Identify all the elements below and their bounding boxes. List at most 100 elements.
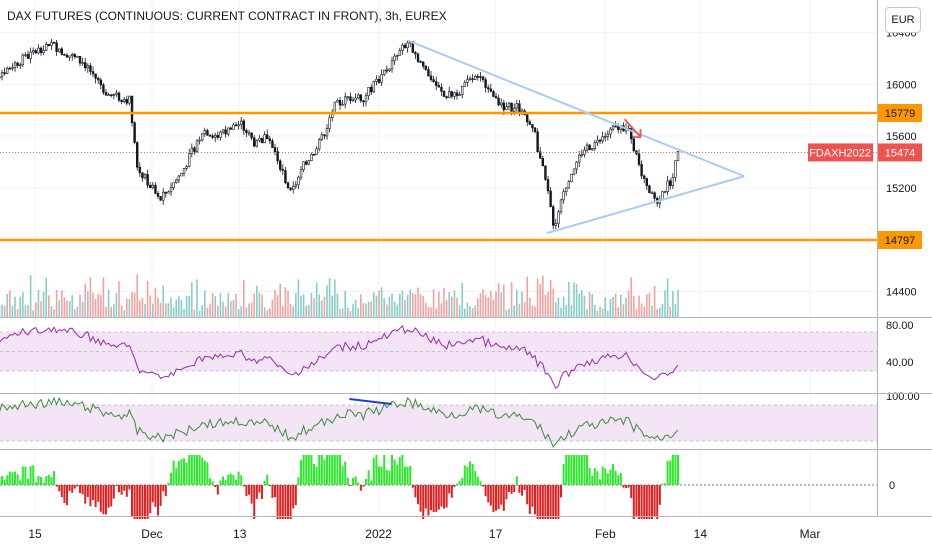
- histogram-bar: [362, 485, 365, 487]
- candle-body: [276, 151, 279, 162]
- volume-bar: [578, 293, 581, 317]
- candle-body: [97, 78, 100, 81]
- volume-bar: [378, 290, 380, 317]
- volume-bar: [193, 309, 196, 317]
- candle-body: [42, 50, 45, 53]
- histogram-bar: [388, 470, 391, 485]
- histogram-bar: [349, 485, 352, 486]
- candle-body: [32, 50, 35, 53]
- candle-body: [299, 169, 303, 178]
- histogram-bar: [638, 485, 641, 519]
- candle-body: [388, 68, 391, 71]
- volume-bar: [565, 304, 568, 317]
- histogram-bar: [612, 464, 615, 485]
- histogram-bar: [497, 485, 500, 510]
- volume-bar: [81, 301, 84, 317]
- histogram-bar: [66, 485, 69, 506]
- candle-body: [518, 103, 521, 113]
- volume-bar: [417, 287, 419, 317]
- candle-body: [312, 153, 316, 156]
- volume-bar: [339, 308, 341, 317]
- volume-bar: [11, 305, 14, 317]
- candle-body: [143, 174, 147, 179]
- volume-bar: [84, 283, 87, 317]
- volume-bar: [393, 301, 396, 317]
- histogram-bar: [479, 481, 482, 485]
- histogram-bar: [120, 485, 123, 495]
- volume-bars: [0, 274, 679, 317]
- histogram-bar: [570, 455, 573, 485]
- histogram-bar: [372, 457, 375, 485]
- volume-bar: [222, 301, 224, 317]
- histogram-bar: [237, 471, 240, 485]
- histogram-bar: [502, 485, 505, 511]
- volume-bar: [308, 304, 310, 317]
- candle-body: [190, 147, 194, 154]
- histogram-bar: [133, 485, 136, 519]
- volume-bar: [526, 276, 529, 317]
- volume-bar: [362, 303, 365, 317]
- candle-body: [489, 88, 493, 92]
- histogram-bar: [557, 485, 560, 519]
- histogram-bar: [162, 485, 165, 492]
- histogram-bar: [193, 455, 196, 485]
- candle-body: [281, 169, 285, 171]
- candle-body: [250, 132, 253, 139]
- volume-bar: [118, 281, 120, 317]
- volume-bar: [534, 306, 536, 317]
- candle-body: [336, 100, 339, 103]
- histogram-bar: [562, 464, 565, 485]
- candle-body: [390, 60, 394, 70]
- histogram-bar: [281, 485, 284, 519]
- histogram-bar: [276, 485, 279, 519]
- volume-bar: [178, 296, 180, 317]
- volume-bar: [35, 302, 37, 317]
- candle-body: [169, 187, 173, 193]
- histogram-bar: [658, 485, 661, 505]
- volume-bar: [191, 282, 193, 317]
- histogram-bar: [167, 482, 170, 485]
- histogram-bar: [136, 485, 139, 519]
- currency-button[interactable]: EUR: [885, 7, 921, 33]
- histogram-bar: [544, 485, 547, 519]
- volume-bar: [664, 290, 666, 317]
- candle-body: [526, 114, 529, 123]
- candle-body: [531, 124, 534, 129]
- histogram-bar: [92, 485, 95, 501]
- candle-body: [419, 61, 422, 63]
- volume-bar: [604, 297, 607, 317]
- candle-body: [648, 185, 651, 194]
- histogram-bar: [380, 466, 383, 485]
- histogram-bar: [604, 468, 607, 485]
- volume-bar: [107, 289, 110, 317]
- volume-bar: [110, 306, 113, 317]
- histogram-bar: [417, 485, 420, 505]
- candle-body: [414, 52, 417, 55]
- volume-bar: [172, 307, 175, 317]
- histogram-bar: [47, 474, 50, 485]
- histogram-bar: [414, 485, 417, 498]
- volume-bar: [274, 290, 276, 317]
- volume-bar: [456, 297, 458, 317]
- last-price-label-bg: [878, 143, 922, 162]
- volume-bar: [45, 277, 48, 317]
- volume-bar: [139, 300, 141, 317]
- volume-bar: [412, 293, 414, 317]
- volume-bar: [245, 307, 248, 317]
- volume-bar: [409, 289, 412, 317]
- candle-body: [159, 196, 162, 201]
- histogram-bar: [258, 485, 261, 493]
- candle-body: [247, 132, 251, 135]
- histogram-bar: [385, 469, 388, 485]
- volume-bar: [253, 293, 256, 317]
- histogram-bar: [677, 455, 680, 485]
- candle-body: [604, 136, 607, 138]
- volume-bar: [240, 305, 243, 317]
- candle-body: [552, 206, 555, 226]
- candle-body: [676, 151, 680, 161]
- volume-bar: [427, 306, 430, 317]
- candle-body: [58, 48, 61, 52]
- histogram-bar: [107, 485, 110, 508]
- histogram-bar: [495, 485, 498, 511]
- volume-bar: [380, 287, 383, 317]
